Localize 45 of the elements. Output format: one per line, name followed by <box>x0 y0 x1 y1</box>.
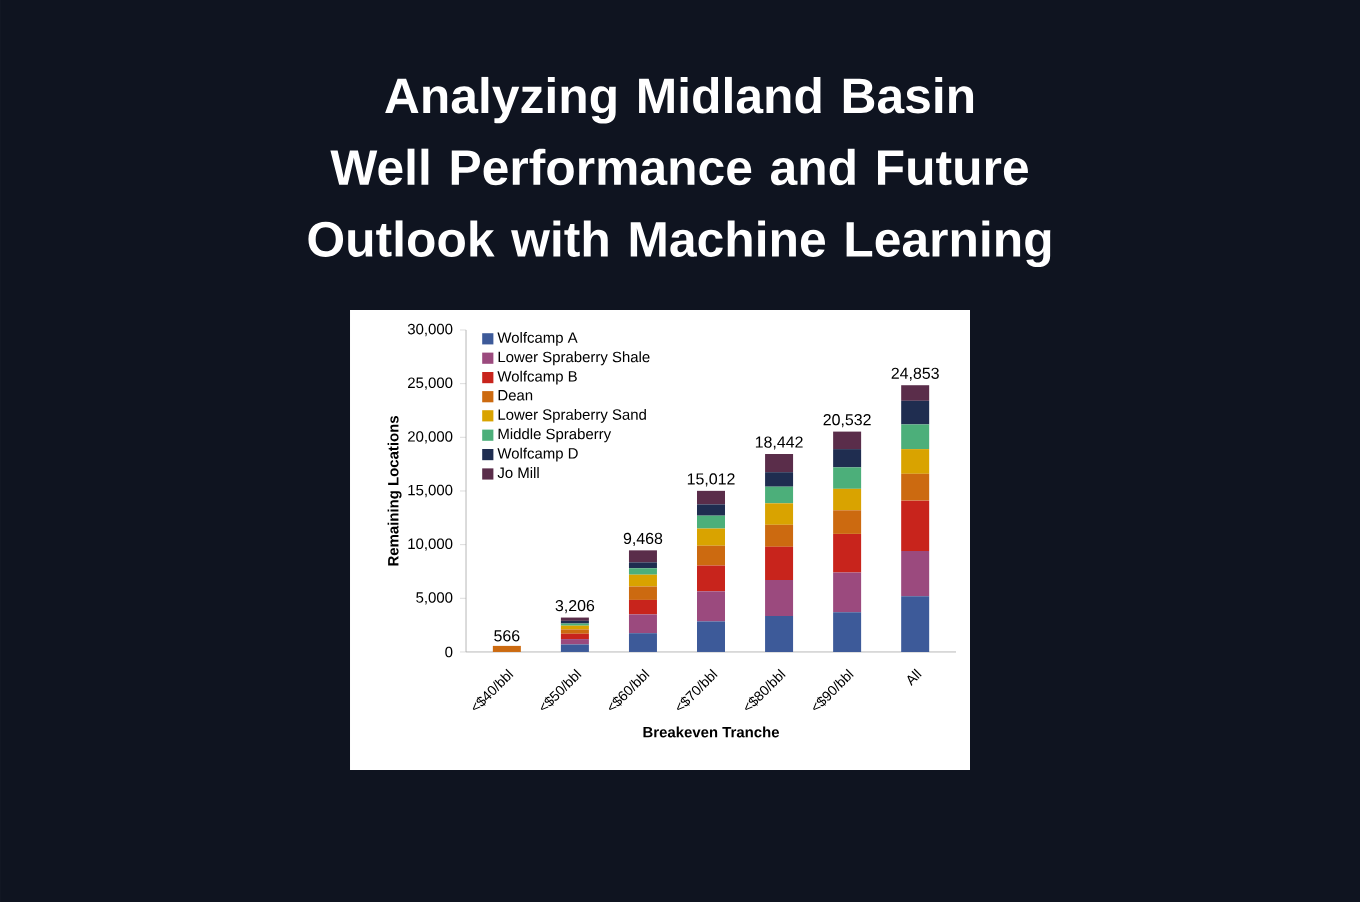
bar <box>833 572 862 613</box>
bar <box>765 503 794 525</box>
bar <box>697 504 726 516</box>
bar <box>560 644 589 652</box>
bar <box>765 486 794 504</box>
bar <box>901 400 930 425</box>
bar <box>492 645 521 652</box>
bar <box>765 472 794 487</box>
bar <box>628 633 657 652</box>
bar <box>628 614 657 634</box>
bar <box>697 565 726 592</box>
bar <box>628 574 657 587</box>
bar <box>765 580 794 617</box>
bar <box>833 533 862 573</box>
bar <box>833 510 862 534</box>
bar <box>560 633 589 640</box>
bar <box>697 528 726 546</box>
bar <box>901 385 930 401</box>
bar <box>697 621 726 652</box>
bar <box>697 490 726 505</box>
bar <box>628 599 657 615</box>
bar <box>901 551 930 597</box>
bar <box>560 639 589 645</box>
bar <box>628 586 657 600</box>
bar <box>901 500 930 552</box>
bar <box>765 454 794 473</box>
bar <box>833 488 862 511</box>
bar <box>833 612 862 652</box>
bar <box>628 550 657 563</box>
bar <box>765 524 794 547</box>
bar <box>697 591 726 622</box>
bar <box>697 545 726 566</box>
bar <box>697 515 726 529</box>
bar <box>833 431 862 450</box>
bar <box>833 467 862 489</box>
bar <box>628 562 657 569</box>
bar <box>901 596 930 652</box>
bar <box>901 424 930 450</box>
bar <box>628 568 657 575</box>
bar <box>901 449 930 474</box>
bar <box>765 616 794 652</box>
bar <box>765 546 794 581</box>
bar <box>833 449 862 468</box>
bar <box>901 473 930 501</box>
chart-title: Analyzing Midland Basin Well Performance and Future Outlook with Machine Learning <box>308 76 1051 268</box>
